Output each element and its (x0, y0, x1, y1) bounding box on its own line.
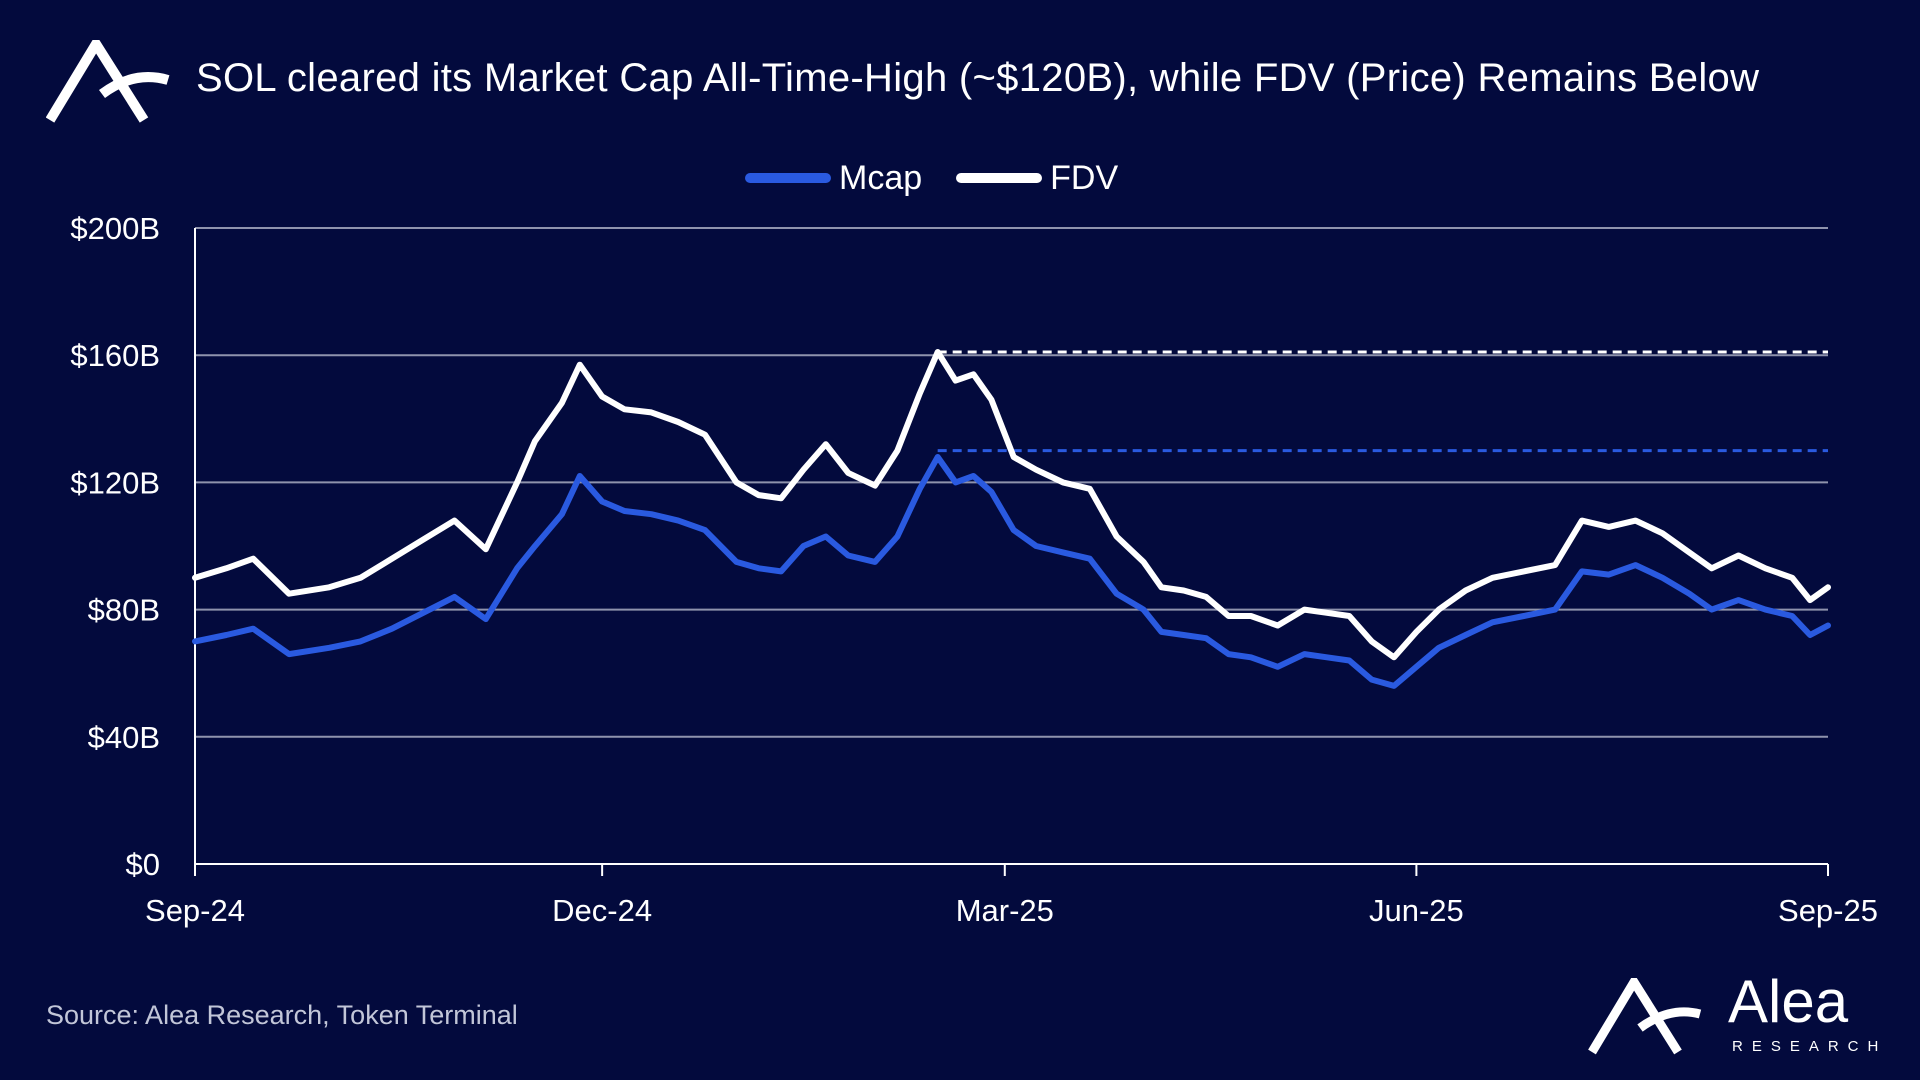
alea-brand-icon (1588, 978, 1702, 1055)
y-tick-label: $40B (88, 720, 160, 755)
chart-title: SOL cleared its Market Cap All-Time-High… (196, 56, 1760, 100)
legend-label-fdv: FDV (1050, 158, 1119, 197)
line-chart: $0 $40B $80B $120B $160B $200B Sep-24 Dec-24 Mar… (70, 211, 1878, 928)
legend-swatch-fdv (956, 173, 1043, 183)
y-tick-label: $120B (70, 465, 160, 500)
tick-labels: $0 $40B $80B $120B $160B $200B Sep-24 Dec-24 Mar… (70, 211, 1878, 928)
brand-name: Alea (1728, 968, 1849, 1035)
y-tick-label: $160B (70, 338, 160, 373)
series-line-mcap (192, 454, 1831, 689)
legend-item-mcap: Mcap (745, 159, 922, 198)
gridlines (195, 227, 1828, 738)
x-tick-label: Sep-24 (145, 893, 245, 928)
x-tick-label: Mar-25 (956, 893, 1054, 928)
brand-subtitle: RESEARCH (1732, 1038, 1888, 1055)
source-note: Source: Alea Research, Token Terminal (46, 1000, 518, 1030)
legend-swatch-mcap (745, 173, 831, 183)
series-line-fdv (192, 349, 1831, 661)
x-tick-label: Sep-25 (1778, 893, 1878, 928)
brand-wordmark: Alea RESEARCH (1728, 968, 1888, 1056)
chart-legend: Mcap FDV (745, 158, 1152, 198)
x-tick-label: Jun-25 (1369, 893, 1464, 928)
y-tick-label: $80B (88, 593, 160, 628)
series-lines (192, 349, 1831, 689)
x-tick-label: Dec-24 (552, 893, 652, 928)
reference-lines (937, 350, 1828, 453)
y-tick-label: $0 (126, 847, 160, 882)
y-tick-label: $200B (70, 211, 160, 246)
legend-label-mcap: Mcap (839, 158, 923, 197)
legend-item-fdv: FDV (956, 159, 1118, 198)
axes (194, 228, 1829, 876)
alea-logo-icon (46, 40, 170, 123)
